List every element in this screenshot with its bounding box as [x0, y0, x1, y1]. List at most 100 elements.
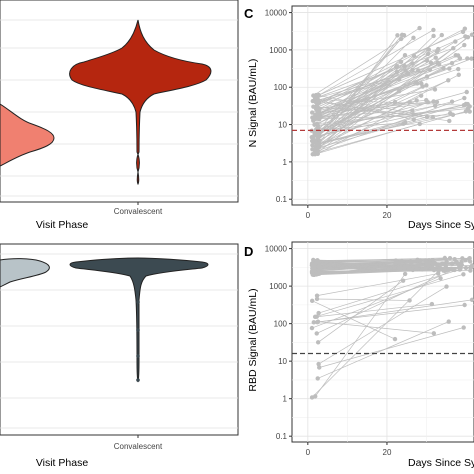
x-axis-title-c: Days Since Symp — [408, 219, 474, 231]
c-x-tick-label-0: 0 — [306, 211, 311, 220]
panel-label-c: C — [244, 6, 254, 21]
d-y-tick-label-5: 0.1 — [276, 432, 288, 441]
c-point — [311, 115, 316, 120]
d-point — [311, 257, 316, 263]
d-trajectory — [318, 269, 460, 314]
c-trajectory — [318, 55, 459, 117]
c-point — [433, 55, 438, 60]
c-y-tick-label-0: 10000 — [265, 9, 288, 18]
c-point — [436, 62, 442, 67]
x-ticks-d: 0 20 — [306, 442, 392, 457]
c-point — [397, 88, 402, 94]
d-point — [458, 266, 463, 271]
c-point — [446, 78, 451, 83]
plot-area-c — [291, 5, 474, 206]
d-point — [310, 268, 316, 273]
d-trajectory — [317, 299, 473, 323]
c-point — [312, 151, 318, 157]
violin-outlier-1 — [136, 300, 140, 304]
d-trajectory — [317, 298, 410, 301]
d-point — [444, 259, 449, 264]
c-point — [411, 53, 417, 59]
c-point — [315, 132, 320, 137]
c-point — [432, 87, 438, 92]
d-point — [401, 265, 407, 270]
c-y-tick-label-2: 100 — [274, 83, 288, 92]
c-point — [430, 115, 436, 120]
c-y-tick-label-4: 1 — [283, 158, 288, 167]
c-point — [417, 25, 422, 31]
d-point — [431, 267, 437, 273]
panel-d: D RBD Signal (BAU/mL) 10000 1000 100 10 1 0.1… — [244, 241, 474, 469]
violin-acute-bottom — [0, 258, 50, 288]
d-point — [315, 376, 320, 381]
c-y-tick-label-1: 1000 — [269, 46, 287, 55]
c-point — [410, 67, 415, 72]
c-point — [411, 117, 417, 122]
c-point — [315, 126, 321, 131]
x-tick-label-convalescent-bottom: Convalescent — [114, 442, 163, 451]
d-y-tick-label-4: 1 — [283, 395, 288, 404]
d-point — [447, 255, 453, 261]
c-trajectory — [317, 28, 466, 105]
c-point — [414, 80, 419, 85]
d-point — [315, 340, 321, 345]
d-point — [396, 260, 402, 265]
d-point — [392, 336, 398, 342]
d-point — [427, 259, 433, 265]
c-trajectory — [318, 31, 464, 96]
c-point — [462, 42, 467, 48]
c-point — [427, 67, 433, 73]
c-trajectory — [318, 95, 422, 146]
violin-acute — [0, 103, 55, 167]
c-point — [398, 36, 404, 42]
x-tick-label-convalescent-top: Convalescent — [114, 207, 163, 216]
c-point — [469, 56, 474, 61]
c-trajectory — [314, 101, 437, 119]
c-point — [449, 60, 455, 66]
violin-convalescent-bottom — [69, 257, 209, 383]
c-point — [312, 122, 317, 127]
c-trajectory — [317, 54, 406, 135]
c-point — [431, 33, 436, 39]
c-point — [403, 68, 408, 73]
c-point — [450, 112, 456, 118]
d-trajectory — [312, 267, 405, 275]
c-point — [424, 74, 430, 79]
c-point — [467, 104, 472, 109]
c-point — [312, 148, 318, 153]
d-point — [316, 310, 321, 316]
c-trajectory — [316, 36, 469, 154]
d-point — [314, 258, 319, 263]
d-point — [314, 293, 320, 298]
c-y-tick-label-3: 10 — [278, 121, 287, 130]
x-axis-title-top: Visit Phase — [36, 219, 88, 231]
d-point — [455, 260, 460, 266]
d-point — [440, 261, 445, 266]
d-point — [423, 266, 428, 271]
d-point — [309, 325, 315, 331]
panel-c: C N Signal (BAU/mL) 10000 1000 100 10 1 0.1 0… — [244, 5, 474, 231]
c-point — [401, 32, 407, 38]
d-trajectory — [316, 273, 439, 296]
d-point — [316, 361, 321, 367]
c-point — [419, 81, 424, 86]
c-trajectory — [318, 34, 405, 137]
d-trajectory — [317, 280, 404, 343]
c-point — [462, 95, 467, 101]
c-point — [402, 52, 408, 58]
c-point — [469, 32, 474, 37]
c-point — [315, 116, 320, 121]
d-point — [311, 320, 316, 325]
d-point — [462, 302, 467, 308]
c-point — [424, 58, 430, 63]
y-axis-title-d: RBD Signal (BAU/mL) — [247, 288, 259, 391]
c-trajectory — [315, 29, 434, 98]
panel-top-left-border — [0, 0, 239, 203]
c-trajectory — [316, 66, 397, 107]
d-point — [468, 268, 473, 273]
d-point — [444, 284, 449, 289]
d-point — [460, 256, 465, 261]
d-point — [314, 314, 319, 319]
c-point — [424, 83, 429, 88]
